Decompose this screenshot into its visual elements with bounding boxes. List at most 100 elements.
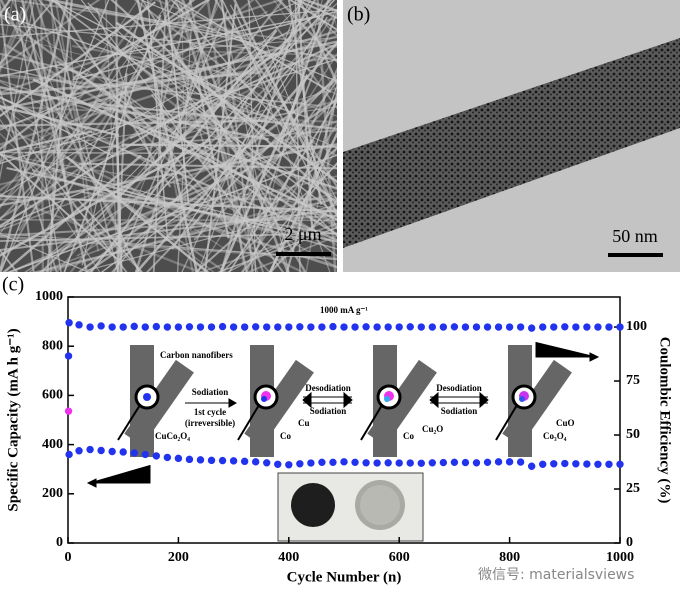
- data-point: [319, 459, 325, 465]
- data-point: [197, 457, 203, 463]
- data-point: [517, 459, 523, 465]
- data-point: [230, 324, 236, 330]
- schematic-label: Cu: [298, 418, 310, 428]
- y-tick-label: 200: [42, 486, 63, 501]
- data-point: [540, 461, 546, 467]
- y-axis-title: Specific Capacity (mA h g⁻¹): [5, 328, 21, 511]
- data-point: [551, 324, 557, 330]
- data-point: [65, 408, 71, 414]
- data-point: [352, 324, 358, 330]
- data-point: [186, 324, 192, 330]
- data-point: [131, 450, 137, 456]
- fiber-cross: [238, 345, 314, 457]
- data-point: [66, 320, 72, 326]
- data-point: [241, 324, 247, 330]
- y2-tick-label: 0: [626, 535, 633, 550]
- data-point: [164, 454, 170, 460]
- schematic-label: Desodiation: [436, 383, 482, 393]
- data-point: [374, 324, 380, 330]
- data-point: [606, 461, 612, 467]
- schematic-label: Carbon nanofibers: [160, 350, 233, 360]
- data-point: [241, 458, 247, 464]
- scale-bar: [608, 253, 663, 257]
- schematic-label: Co: [403, 431, 414, 441]
- data-point: [396, 324, 402, 330]
- data-point: [208, 324, 214, 330]
- panel-label: (b): [347, 4, 370, 26]
- data-point: [385, 460, 391, 466]
- data-point: [275, 461, 281, 467]
- data-point: [286, 324, 292, 330]
- data-point: [418, 460, 424, 466]
- data-point: [131, 323, 137, 329]
- data-point: [407, 460, 413, 466]
- data-point: [573, 461, 579, 467]
- data-point: [330, 323, 336, 329]
- data-point: [495, 459, 501, 465]
- data-point: [76, 322, 82, 328]
- x-tick-label: 1000: [606, 550, 634, 565]
- data-point: [440, 324, 446, 330]
- data-point: [109, 448, 115, 454]
- y2-tick-label: 100: [626, 319, 647, 334]
- data-point: [308, 460, 314, 466]
- scale-bar: [276, 252, 331, 256]
- data-point: [617, 324, 623, 330]
- data-point: [297, 461, 303, 467]
- annotation: 1000 mA g⁻¹: [320, 305, 368, 315]
- panel-label: (a): [4, 4, 26, 26]
- data-point: [175, 324, 181, 330]
- inset-photo: [278, 473, 423, 541]
- data-point: [275, 324, 281, 330]
- data-point: [153, 323, 159, 329]
- data-point: [484, 459, 490, 465]
- panel-label: (c): [2, 274, 24, 296]
- data-point: [506, 459, 512, 465]
- data-point: [264, 324, 270, 330]
- data-point: [396, 460, 402, 466]
- data-point: [319, 324, 325, 330]
- data-point: [385, 324, 391, 330]
- schematic-label: Co: [280, 431, 291, 441]
- data-point: [451, 459, 457, 465]
- data-point: [164, 324, 170, 330]
- y-tick-label: 1000: [35, 289, 63, 304]
- y2-tick-label: 50: [626, 427, 640, 442]
- data-point: [142, 451, 148, 457]
- data-point: [87, 446, 93, 452]
- data-point: [230, 458, 236, 464]
- data-point: [175, 455, 181, 461]
- y-tick-label: 400: [42, 437, 63, 452]
- data-point: [264, 460, 270, 466]
- data-point: [197, 324, 203, 330]
- axis-arrow: [536, 342, 598, 361]
- data-point: [584, 461, 590, 467]
- scale-text: 50 nm: [612, 226, 658, 246]
- data-point: [308, 324, 314, 330]
- data-point: [208, 457, 214, 463]
- data-point: [551, 461, 557, 467]
- schematic-label: (irreversible): [185, 418, 235, 428]
- y-tick-label: 0: [56, 535, 63, 550]
- data-point: [462, 459, 468, 465]
- data-point: [98, 323, 104, 329]
- y-tick-label: 800: [42, 338, 63, 353]
- data-point: [440, 459, 446, 465]
- data-point: [473, 324, 479, 330]
- data-point: [540, 324, 546, 330]
- data-point: [363, 324, 369, 330]
- data-point: [451, 324, 457, 330]
- data-point: [252, 324, 258, 330]
- data-point: [429, 324, 435, 330]
- data-point: [286, 462, 292, 468]
- data-point: [219, 457, 225, 463]
- data-point: [528, 325, 534, 331]
- data-point: [562, 460, 568, 466]
- data-point: [186, 456, 192, 462]
- data-point: [98, 447, 104, 453]
- data-point: [374, 460, 380, 466]
- data-point: [120, 324, 126, 330]
- data-point: [153, 453, 159, 459]
- y2-axis-title: Coulombic Efficiency (%): [657, 337, 673, 504]
